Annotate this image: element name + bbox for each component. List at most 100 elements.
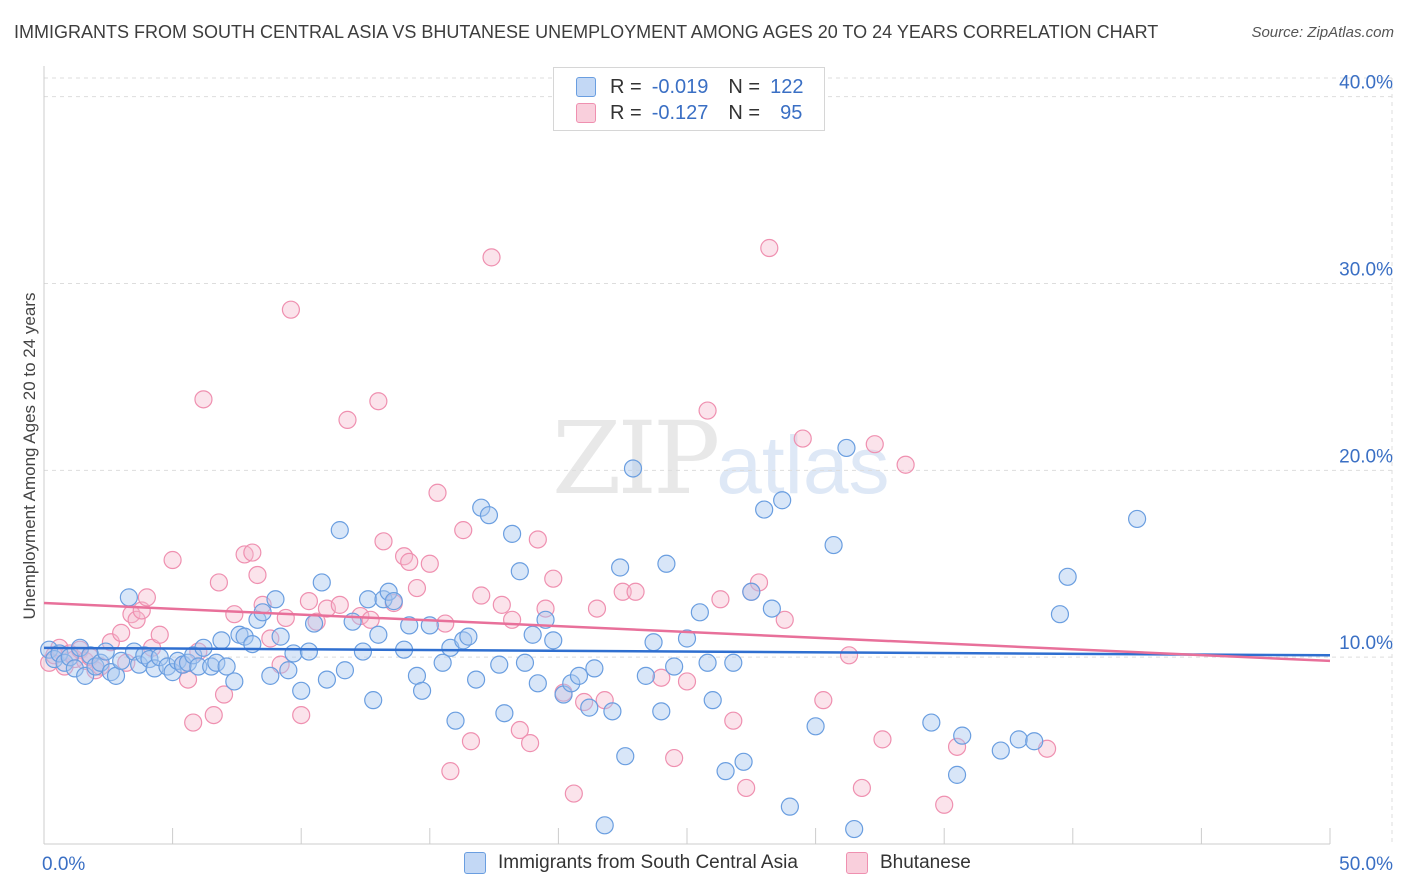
data-point-bhutanese: [441, 762, 460, 781]
legend-n-label: N =: [728, 75, 761, 98]
series-south-central-asia-points: [40, 438, 1147, 839]
trend-lines: [43, 601, 1331, 663]
data-point-bhutanese: [361, 610, 380, 629]
data-point-bhutanese: [276, 608, 295, 628]
data-point-south-central-asia: [603, 702, 622, 721]
data-point-bhutanese: [338, 410, 357, 429]
data-point-bhutanese: [528, 530, 547, 549]
data-point-south-central-asia: [947, 765, 967, 784]
legend-r-value: -0.019: [651, 75, 709, 98]
data-point-bhutanese: [461, 732, 481, 751]
data-point-bhutanese: [112, 623, 131, 642]
data-point-south-central-asia: [225, 672, 244, 691]
data-point-south-central-asia: [580, 698, 599, 717]
y-tick-label: 10.0%: [1339, 633, 1393, 654]
data-point-bhutanese: [369, 392, 388, 411]
chart-title: IMMIGRANTS FROM SOUTH CENTRAL ASIA VS BH…: [14, 22, 1159, 42]
data-point-south-central-asia: [677, 629, 697, 648]
data-point-south-central-asia: [824, 535, 843, 555]
data-point-south-central-asia: [716, 762, 735, 781]
data-point-bhutanese: [492, 595, 511, 614]
series-bhutanese-points: [40, 238, 1057, 814]
data-point-south-central-asia: [330, 521, 349, 540]
legend-item-bhutanese: Bhutanese: [846, 852, 971, 874]
data-point-south-central-asia: [703, 691, 722, 710]
data-point-south-central-asia: [271, 627, 290, 646]
data-point-south-central-asia: [623, 459, 643, 478]
data-point-bhutanese: [436, 614, 455, 633]
data-point-south-central-asia: [96, 642, 115, 661]
data-point-south-central-asia: [446, 711, 465, 730]
data-point-south-central-asia: [479, 506, 499, 525]
data-point-bhutanese: [292, 705, 311, 725]
data-point-south-central-asia: [544, 631, 563, 650]
correlation-legend: R = -0.019 N = 122 R = -0.127 N = 95: [553, 67, 825, 131]
data-point-bhutanese: [209, 573, 228, 592]
data-point-south-central-asia: [569, 666, 589, 685]
data-point-south-central-asia: [806, 717, 825, 736]
legend-row-pink: R = -0.127 N = 95: [576, 102, 802, 124]
data-point-south-central-asia: [780, 797, 799, 816]
data-point-bhutanese: [510, 720, 529, 740]
data-point-bhutanese: [775, 610, 794, 629]
data-point-bhutanese: [127, 610, 146, 629]
data-point-south-central-asia: [292, 681, 311, 700]
data-point-south-central-asia: [304, 614, 324, 633]
data-point-south-central-asia: [1009, 730, 1028, 749]
data-point-south-central-asia: [364, 691, 383, 710]
data-point-bhutanese: [521, 734, 540, 753]
data-point-bhutanese: [814, 691, 833, 710]
data-point-south-central-asia: [837, 438, 856, 458]
data-point-south-central-asia: [369, 625, 388, 644]
data-point-south-central-asia: [312, 573, 331, 592]
data-point-south-central-asia: [636, 666, 655, 685]
data-point-south-central-asia: [652, 702, 671, 721]
y-tick-label: 30.0%: [1339, 260, 1393, 281]
tick-labels: 10.0% 20.0% 30.0% 40.0% 0.0% 50.0%: [42, 73, 1393, 875]
data-point-south-central-asia: [953, 726, 972, 745]
watermark-zip: ZIP: [552, 400, 720, 517]
data-point-south-central-asia: [235, 627, 254, 646]
data-point-bhutanese: [760, 238, 779, 258]
data-point-bhutanese: [575, 692, 594, 712]
data-point-south-central-asia: [335, 661, 355, 680]
data-point-bhutanese: [214, 685, 234, 704]
data-point-south-central-asia: [595, 816, 614, 835]
data-point-south-central-asia: [523, 625, 542, 644]
y-axis-label: Unemployment Among Ages 20 to 24 years: [20, 292, 39, 620]
data-point-south-central-asia: [528, 674, 547, 693]
data-point-bhutanese: [194, 390, 213, 409]
data-point-bhutanese: [150, 625, 169, 644]
data-point-bhutanese: [677, 672, 697, 691]
data-point-south-central-asia: [81, 646, 100, 665]
data-point-south-central-asia: [400, 616, 419, 635]
data-point-bhutanese: [400, 552, 419, 571]
legend-swatch-pink: [846, 852, 868, 874]
legend-n-label: N =: [728, 101, 761, 124]
legend-r-label: R =: [610, 101, 642, 124]
data-point-bhutanese: [394, 547, 414, 566]
watermark-atlas: atlas: [716, 420, 890, 511]
data-point-bhutanese: [873, 730, 892, 749]
data-point-south-central-asia: [503, 524, 522, 543]
y-tick-label: 40.0%: [1339, 73, 1393, 94]
data-point-south-central-asia: [466, 670, 486, 689]
data-point-south-central-asia: [773, 491, 792, 510]
data-point-bhutanese: [935, 795, 954, 814]
data-point-bhutanese: [711, 590, 730, 609]
legend-r-value: -0.127: [651, 101, 709, 124]
data-point-bhutanese: [665, 748, 684, 768]
data-point-south-central-asia: [1058, 567, 1077, 586]
data-point-south-central-asia: [472, 498, 491, 517]
data-point-bhutanese: [281, 300, 301, 319]
x-tick-label: 0.0%: [42, 854, 85, 875]
data-point-south-central-asia: [217, 657, 236, 676]
data-point-bhutanese: [428, 483, 447, 502]
data-point-bhutanese: [544, 569, 563, 588]
legend-n-value: 122: [770, 75, 804, 98]
data-point-bhutanese: [184, 713, 203, 732]
data-point-south-central-asia: [562, 674, 581, 693]
data-point-bhutanese: [564, 784, 583, 803]
data-point-south-central-asia: [55, 653, 74, 672]
